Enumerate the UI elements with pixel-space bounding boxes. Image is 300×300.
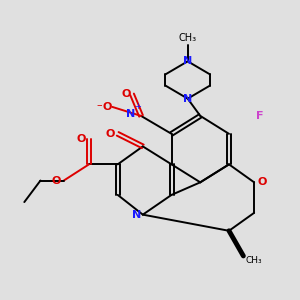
- Text: CH₃: CH₃: [178, 33, 197, 43]
- Text: N: N: [126, 109, 136, 119]
- Text: +: +: [134, 102, 141, 111]
- Text: O: O: [51, 176, 61, 185]
- Text: O: O: [102, 102, 112, 112]
- Text: N: N: [183, 94, 192, 104]
- Text: O: O: [76, 134, 86, 144]
- Text: N: N: [132, 210, 141, 220]
- Text: O: O: [122, 89, 131, 99]
- Text: N: N: [183, 56, 192, 66]
- Text: –: –: [97, 100, 103, 110]
- Text: F: F: [256, 111, 263, 121]
- Text: CH₃: CH₃: [246, 256, 262, 265]
- Text: O: O: [105, 129, 115, 139]
- Text: O: O: [257, 177, 267, 187]
